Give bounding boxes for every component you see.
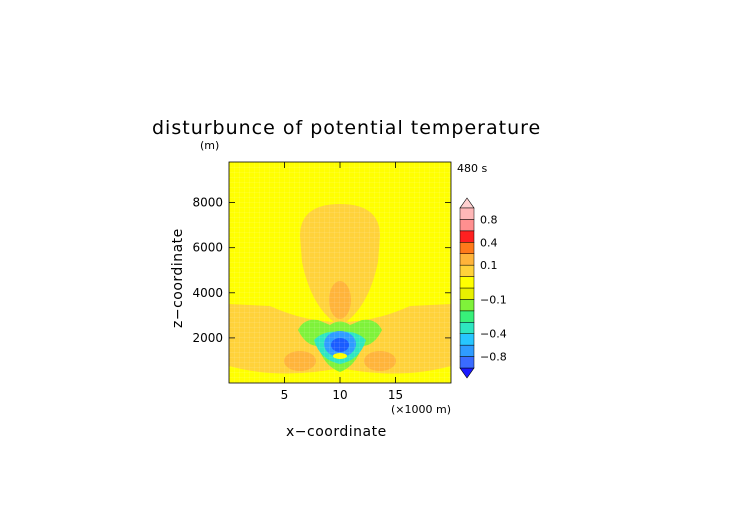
y-axis-unit: (m) xyxy=(200,139,219,152)
colorbar-max-triangle xyxy=(459,197,475,209)
y-tick-label: 2000 xyxy=(192,331,223,345)
x-tick-label: 5 xyxy=(281,388,289,402)
colorbar-segment xyxy=(459,322,475,334)
colorbar-label: −0.8 xyxy=(480,351,507,364)
colorbar-segment xyxy=(459,230,475,243)
colorbar-segment xyxy=(459,356,475,369)
colorbar-segment xyxy=(459,207,475,220)
colorbar-segment xyxy=(459,344,475,357)
y-axis-ticks: 2000 4000 6000 8000 xyxy=(192,196,451,345)
colorbar-segment xyxy=(459,333,475,346)
y-tick-label: 6000 xyxy=(192,241,223,255)
colorbar-label: 0.8 xyxy=(480,213,498,226)
colorbar-label: −0.4 xyxy=(480,328,507,341)
y-tick-label: 4000 xyxy=(192,286,223,300)
contour-field xyxy=(229,162,451,383)
colorbar-label: 0.4 xyxy=(480,236,498,249)
colorbar-label: −0.1 xyxy=(480,293,507,306)
colorbar-segment xyxy=(459,310,475,323)
colorbar-min-triangle xyxy=(459,367,475,379)
x-axis-ticks: 5 10 15 xyxy=(281,162,403,402)
y-axis-label: z−coordinate xyxy=(170,228,186,328)
colorbar-segment xyxy=(459,276,475,289)
colorbar-segment xyxy=(459,219,475,232)
grid-overlay xyxy=(229,162,451,383)
colorbar-segment xyxy=(459,299,475,312)
colorbar: −0.8 −0.4 −0.1 0.1 0.4 0.8 xyxy=(459,197,507,379)
colorbar-label: 0.1 xyxy=(480,259,498,272)
x-tick-label: 15 xyxy=(388,388,403,402)
colorbar-segment xyxy=(459,264,475,277)
colorbar-segment xyxy=(459,253,475,266)
y-tick-label: 8000 xyxy=(192,196,223,210)
time-label: 480 s xyxy=(457,162,487,175)
x-axis-unit: (×1000 m) xyxy=(391,403,451,416)
colorbar-segment xyxy=(459,287,475,300)
x-axis-label: x−coordinate xyxy=(286,424,387,440)
x-tick-label: 10 xyxy=(332,388,347,402)
colorbar-segment xyxy=(459,242,475,254)
chart-title: disturbunce of potential temperature xyxy=(152,117,541,139)
